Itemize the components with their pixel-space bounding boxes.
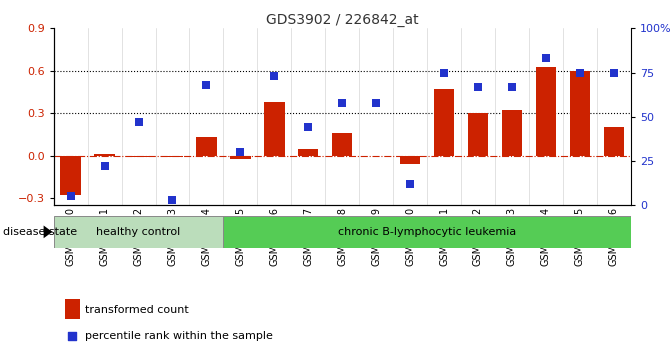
Bar: [468, 113, 488, 156]
Point: [65, 194, 76, 199]
Point: [235, 149, 246, 155]
Bar: [162, 156, 183, 157]
Bar: [570, 71, 590, 156]
Bar: [230, 156, 250, 159]
Bar: [502, 110, 522, 156]
Bar: [128, 156, 149, 157]
Bar: [535, 67, 556, 156]
Bar: [298, 149, 319, 156]
Text: transformed count: transformed count: [85, 305, 189, 315]
Point: [541, 56, 552, 61]
Point: [99, 164, 110, 169]
Bar: [54, 216, 223, 248]
Point: [371, 100, 382, 105]
Text: percentile rank within the sample: percentile rank within the sample: [85, 331, 273, 341]
Point: [133, 119, 144, 125]
Point: [439, 70, 450, 75]
Point: [507, 84, 517, 90]
Bar: [95, 154, 115, 156]
Point: [337, 100, 348, 105]
Bar: [604, 127, 624, 156]
Bar: [65, 299, 80, 319]
Bar: [332, 133, 352, 156]
Point: [405, 181, 415, 187]
Bar: [60, 156, 81, 195]
Bar: [223, 216, 631, 248]
Title: GDS3902 / 226842_at: GDS3902 / 226842_at: [266, 13, 419, 27]
Text: chronic B-lymphocytic leukemia: chronic B-lymphocytic leukemia: [338, 227, 516, 237]
Point: [574, 70, 585, 75]
Point: [303, 125, 313, 130]
Bar: [434, 89, 454, 156]
Point: [167, 197, 178, 203]
Point: [67, 333, 78, 339]
Text: disease state: disease state: [3, 227, 77, 237]
Bar: [264, 102, 285, 156]
Bar: [196, 137, 217, 156]
Bar: [400, 156, 420, 164]
Point: [269, 73, 280, 79]
Point: [201, 82, 212, 88]
Point: [609, 70, 619, 75]
Point: [472, 84, 483, 90]
Text: healthy control: healthy control: [97, 227, 180, 237]
